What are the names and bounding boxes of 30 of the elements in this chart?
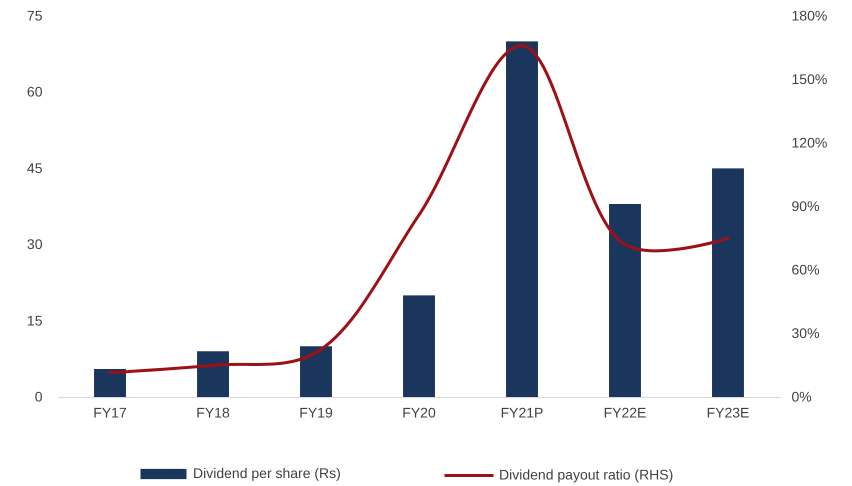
y-tick-label: 75 — [26, 8, 43, 24]
x-tick-label: FY19 — [299, 404, 333, 420]
y2-tick-label: 180% — [792, 8, 828, 24]
y2-tick-label: 120% — [792, 134, 828, 150]
y-tick-label: 45 — [26, 160, 43, 176]
legend-label: Dividend payout ratio (RHS) — [499, 466, 674, 482]
y2-tick-label: 0% — [792, 388, 812, 404]
bar — [403, 295, 435, 397]
bar — [300, 346, 332, 397]
y2-tick-label: 60% — [792, 262, 820, 278]
legend-label: Dividend per share (Rs) — [193, 465, 341, 481]
bar — [197, 351, 229, 397]
x-tick-label: FY21P — [500, 404, 544, 420]
y-tick-label: 60 — [26, 84, 43, 100]
bar — [94, 369, 126, 397]
x-tick-label: FY22E — [604, 404, 646, 420]
x-tick-label: FY17 — [93, 404, 127, 420]
y2-tick-label: 90% — [792, 198, 820, 214]
y-tick-label: 15 — [26, 312, 43, 328]
x-tick-label: FY20 — [402, 404, 436, 420]
y2-tick-label: 30% — [792, 325, 820, 341]
x-tick-label: FY18 — [196, 404, 230, 420]
y-tick-label: 30 — [26, 236, 43, 252]
y2-tick-label: 150% — [792, 71, 828, 87]
bar — [712, 168, 744, 397]
y-tick-label: 0 — [34, 388, 43, 404]
line-series — [108, 44, 730, 374]
bar — [609, 204, 641, 397]
bar — [506, 41, 538, 397]
x-tick-label: FY23E — [706, 404, 750, 420]
